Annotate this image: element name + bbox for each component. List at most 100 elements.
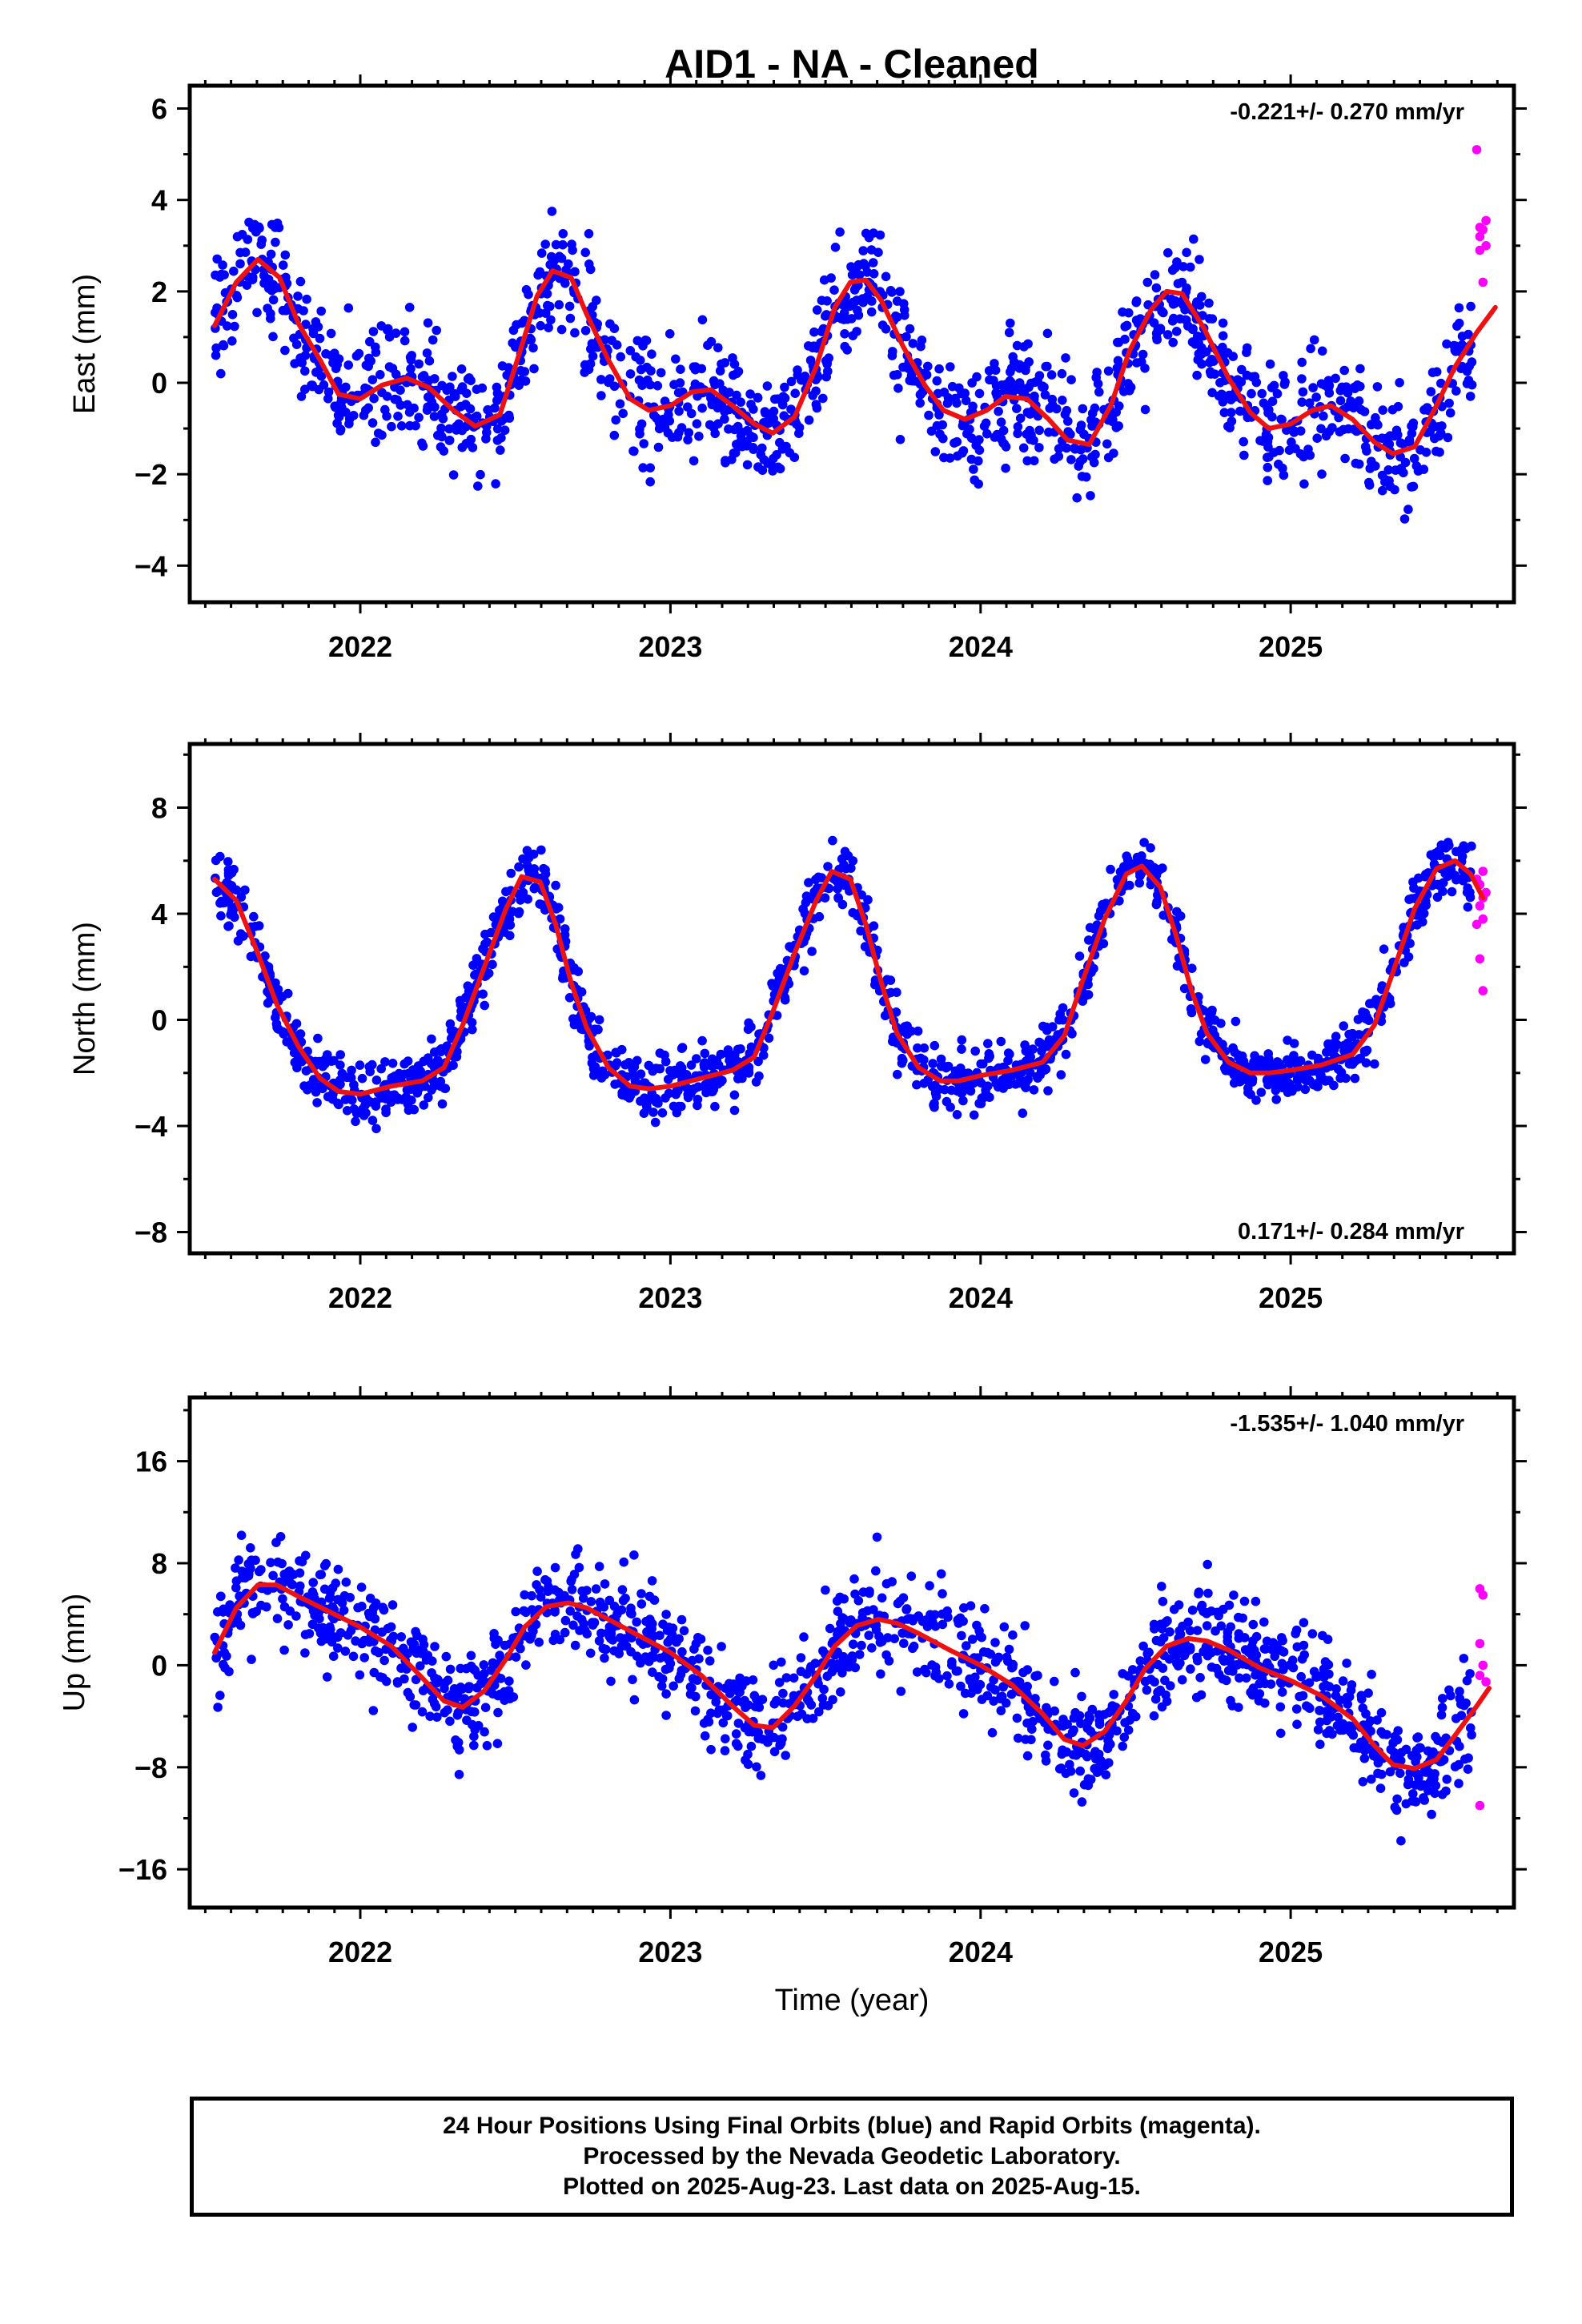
east-final-point: [762, 381, 773, 391]
east-final-point: [809, 327, 819, 337]
up-final-point: [606, 1676, 616, 1687]
east-x-tick-label: 2025: [1259, 630, 1323, 663]
north-y-tick-label: −8: [135, 1216, 167, 1249]
up-final-point: [1119, 1732, 1130, 1743]
north-final-point: [930, 1040, 940, 1051]
east-final-point: [1072, 493, 1082, 503]
east-final-point: [1006, 367, 1015, 377]
east-rapid-point: [1481, 215, 1491, 226]
up-y-tick-label: −16: [118, 1853, 167, 1886]
north-final-point: [535, 899, 544, 909]
up-final-point: [1358, 1777, 1368, 1787]
east-final-point: [1304, 398, 1315, 408]
up-final-point: [476, 1679, 486, 1689]
north-final-point: [952, 1110, 962, 1120]
east-final-point: [301, 320, 311, 329]
east-final-point: [387, 364, 398, 373]
up-final-point: [456, 1663, 465, 1674]
east-final-point: [653, 442, 664, 452]
up-final-point: [387, 1600, 398, 1610]
east-final-point: [1430, 433, 1439, 444]
up-final-point: [536, 1592, 546, 1602]
east-final-point: [1040, 390, 1050, 400]
up-final-point: [535, 1585, 544, 1594]
up-final-point: [544, 1582, 553, 1592]
up-final-point: [454, 1770, 464, 1779]
east-final-point: [1236, 377, 1247, 387]
up-final-point: [466, 1651, 476, 1661]
east-final-point: [380, 404, 390, 415]
up-final-point: [603, 1628, 612, 1638]
east-final-point: [268, 295, 279, 305]
up-final-point: [379, 1655, 389, 1666]
east-final-point: [821, 311, 830, 321]
east-final-point: [853, 305, 862, 316]
east-final-point: [961, 396, 971, 406]
east-final-point: [1118, 307, 1127, 317]
east-final-point: [731, 448, 741, 458]
north-final-point: [471, 969, 480, 979]
east-final-point: [994, 406, 1003, 416]
panel-north: 2022 2023 2024 2025 −8 −4 0 4 8 North (mm) 0.171…: [68, 733, 1527, 1314]
up-final-point: [1203, 1559, 1212, 1570]
north-final-point: [650, 1117, 661, 1128]
up-final-point: [460, 1694, 469, 1703]
east-final-point: [227, 336, 237, 346]
up-final-point: [213, 1703, 223, 1712]
footer-caption-box: 24 Hour Positions Using Final Orbits (bl…: [190, 2097, 1514, 2217]
up-final-point: [896, 1687, 906, 1696]
north-final-point: [1331, 1031, 1341, 1041]
east-final-point: [1001, 463, 1010, 473]
up-final-point: [595, 1597, 605, 1607]
up-final-point: [677, 1614, 687, 1625]
east-final-point: [1029, 436, 1038, 445]
east-final-point: [473, 481, 483, 491]
up-final-point: [285, 1606, 295, 1616]
up-final-point: [1320, 1657, 1331, 1667]
up-final-point: [604, 1595, 615, 1606]
north-final-point: [669, 1065, 680, 1076]
north-final-point: [1379, 944, 1389, 954]
north-final-point: [1320, 1076, 1330, 1085]
east-final-point: [1063, 427, 1073, 436]
up-final-point: [648, 1667, 657, 1677]
north-final-point: [478, 989, 488, 999]
up-final-point: [1183, 1617, 1193, 1627]
east-final-point: [406, 355, 416, 365]
up-final-point: [1186, 1664, 1195, 1674]
east-final-point: [588, 302, 598, 312]
east-final-point: [520, 376, 531, 386]
up-final-point: [1203, 1642, 1213, 1653]
north-rate-label: 0.171+/- 0.284 mm/yr: [1238, 1219, 1464, 1244]
up-final-point: [876, 1669, 885, 1679]
up-final-point: [942, 1671, 952, 1681]
east-final-point: [218, 260, 227, 270]
up-final-point: [452, 1741, 462, 1751]
up-final-point: [732, 1695, 742, 1705]
north-final-point: [674, 1101, 684, 1112]
east-final-point: [909, 376, 920, 386]
north-final-point: [329, 1055, 339, 1066]
north-final-point: [1085, 923, 1095, 933]
up-final-point: [1211, 1626, 1220, 1636]
east-final-point: [1247, 388, 1256, 399]
north-final-point: [1347, 1055, 1356, 1066]
up-axis-label: Up (mm): [58, 1594, 91, 1712]
east-final-point: [1377, 470, 1387, 480]
east-final-point: [618, 408, 628, 419]
east-final-point: [934, 410, 944, 420]
east-final-point: [1054, 444, 1064, 454]
east-final-point: [1466, 301, 1476, 312]
up-final-point: [268, 1570, 278, 1581]
east-final-point: [647, 349, 656, 360]
east-final-point: [1223, 348, 1233, 358]
up-final-point: [1348, 1731, 1359, 1740]
east-final-point: [391, 328, 401, 338]
up-final-point: [1375, 1783, 1386, 1793]
north-rapid-point: [1475, 954, 1485, 964]
north-final-point: [1312, 1078, 1323, 1088]
up-final-point: [1307, 1629, 1318, 1638]
east-final-point: [1034, 371, 1045, 380]
up-final-point: [731, 1729, 741, 1739]
up-final-point: [1144, 1647, 1154, 1658]
